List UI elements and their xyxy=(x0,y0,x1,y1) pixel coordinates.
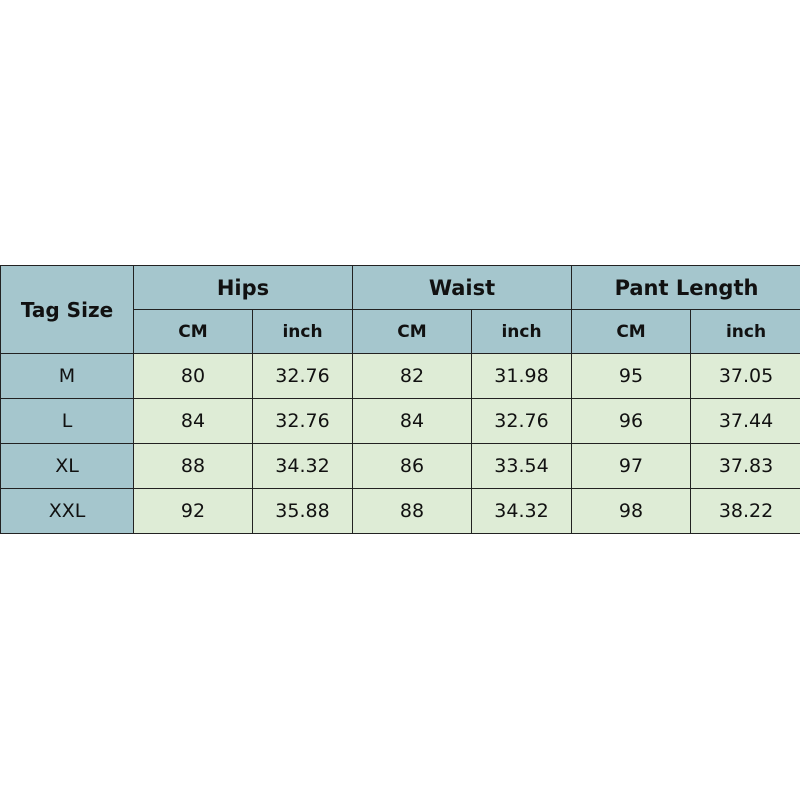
size-cell: M xyxy=(0,353,134,399)
unit-header: CM xyxy=(352,309,472,354)
measurement-cell: 84 xyxy=(352,398,472,444)
unit-header: inch xyxy=(252,309,353,354)
measurement-cell: 33.54 xyxy=(470,443,573,489)
table-row: XXL 92 35.88 88 34.32 98 38.22 xyxy=(0,488,800,534)
tag-size-header: Tag Size xyxy=(0,265,134,354)
measurement-cell: 37.83 xyxy=(690,443,800,489)
measurement-cell: 34.32 xyxy=(252,443,353,489)
measurement-cell: 88 xyxy=(133,443,253,489)
table-row: M 80 32.76 82 31.98 95 37.05 xyxy=(0,353,800,399)
measurement-cell: 37.44 xyxy=(690,398,800,444)
measurement-cell: 31.98 xyxy=(470,353,573,399)
table-row: XL 88 34.32 86 33.54 97 37.83 xyxy=(0,443,800,489)
measurement-cell: 32.76 xyxy=(252,353,353,399)
measurement-cell: 84 xyxy=(133,398,253,444)
measurement-cell: 98 xyxy=(571,488,692,534)
unit-header: CM xyxy=(571,309,692,354)
measurement-cell: 38.22 xyxy=(690,488,800,534)
table-row: L 84 32.76 84 32.76 96 37.44 xyxy=(0,398,800,444)
measurement-cell: 32.76 xyxy=(252,398,353,444)
pant-length-header: Pant Length xyxy=(571,265,800,310)
size-cell: XXL xyxy=(0,488,134,534)
measurement-cell: 34.32 xyxy=(470,488,573,534)
measurement-cell: 37.05 xyxy=(690,353,800,399)
unit-header: inch xyxy=(470,309,573,354)
waist-header: Waist xyxy=(351,265,573,310)
hips-header: Hips xyxy=(133,265,353,310)
measurement-cell: 80 xyxy=(133,353,253,399)
size-cell: XL xyxy=(0,443,134,489)
measurement-cell: 97 xyxy=(571,443,692,489)
measurement-cell: 35.88 xyxy=(252,488,353,534)
unit-header: inch xyxy=(690,309,800,354)
measurement-cell: 32.76 xyxy=(470,398,573,444)
measurement-cell: 95 xyxy=(571,353,692,399)
measurement-cell: 82 xyxy=(352,353,472,399)
measurement-cell: 86 xyxy=(352,443,472,489)
unit-header: CM xyxy=(133,309,253,354)
measurement-cell: 88 xyxy=(352,488,472,534)
measurement-cell: 96 xyxy=(571,398,692,444)
size-chart-table: Tag Size Hips Waist Pant Length CM inch … xyxy=(0,265,800,534)
size-cell: L xyxy=(0,398,134,444)
measurement-cell: 92 xyxy=(133,488,253,534)
